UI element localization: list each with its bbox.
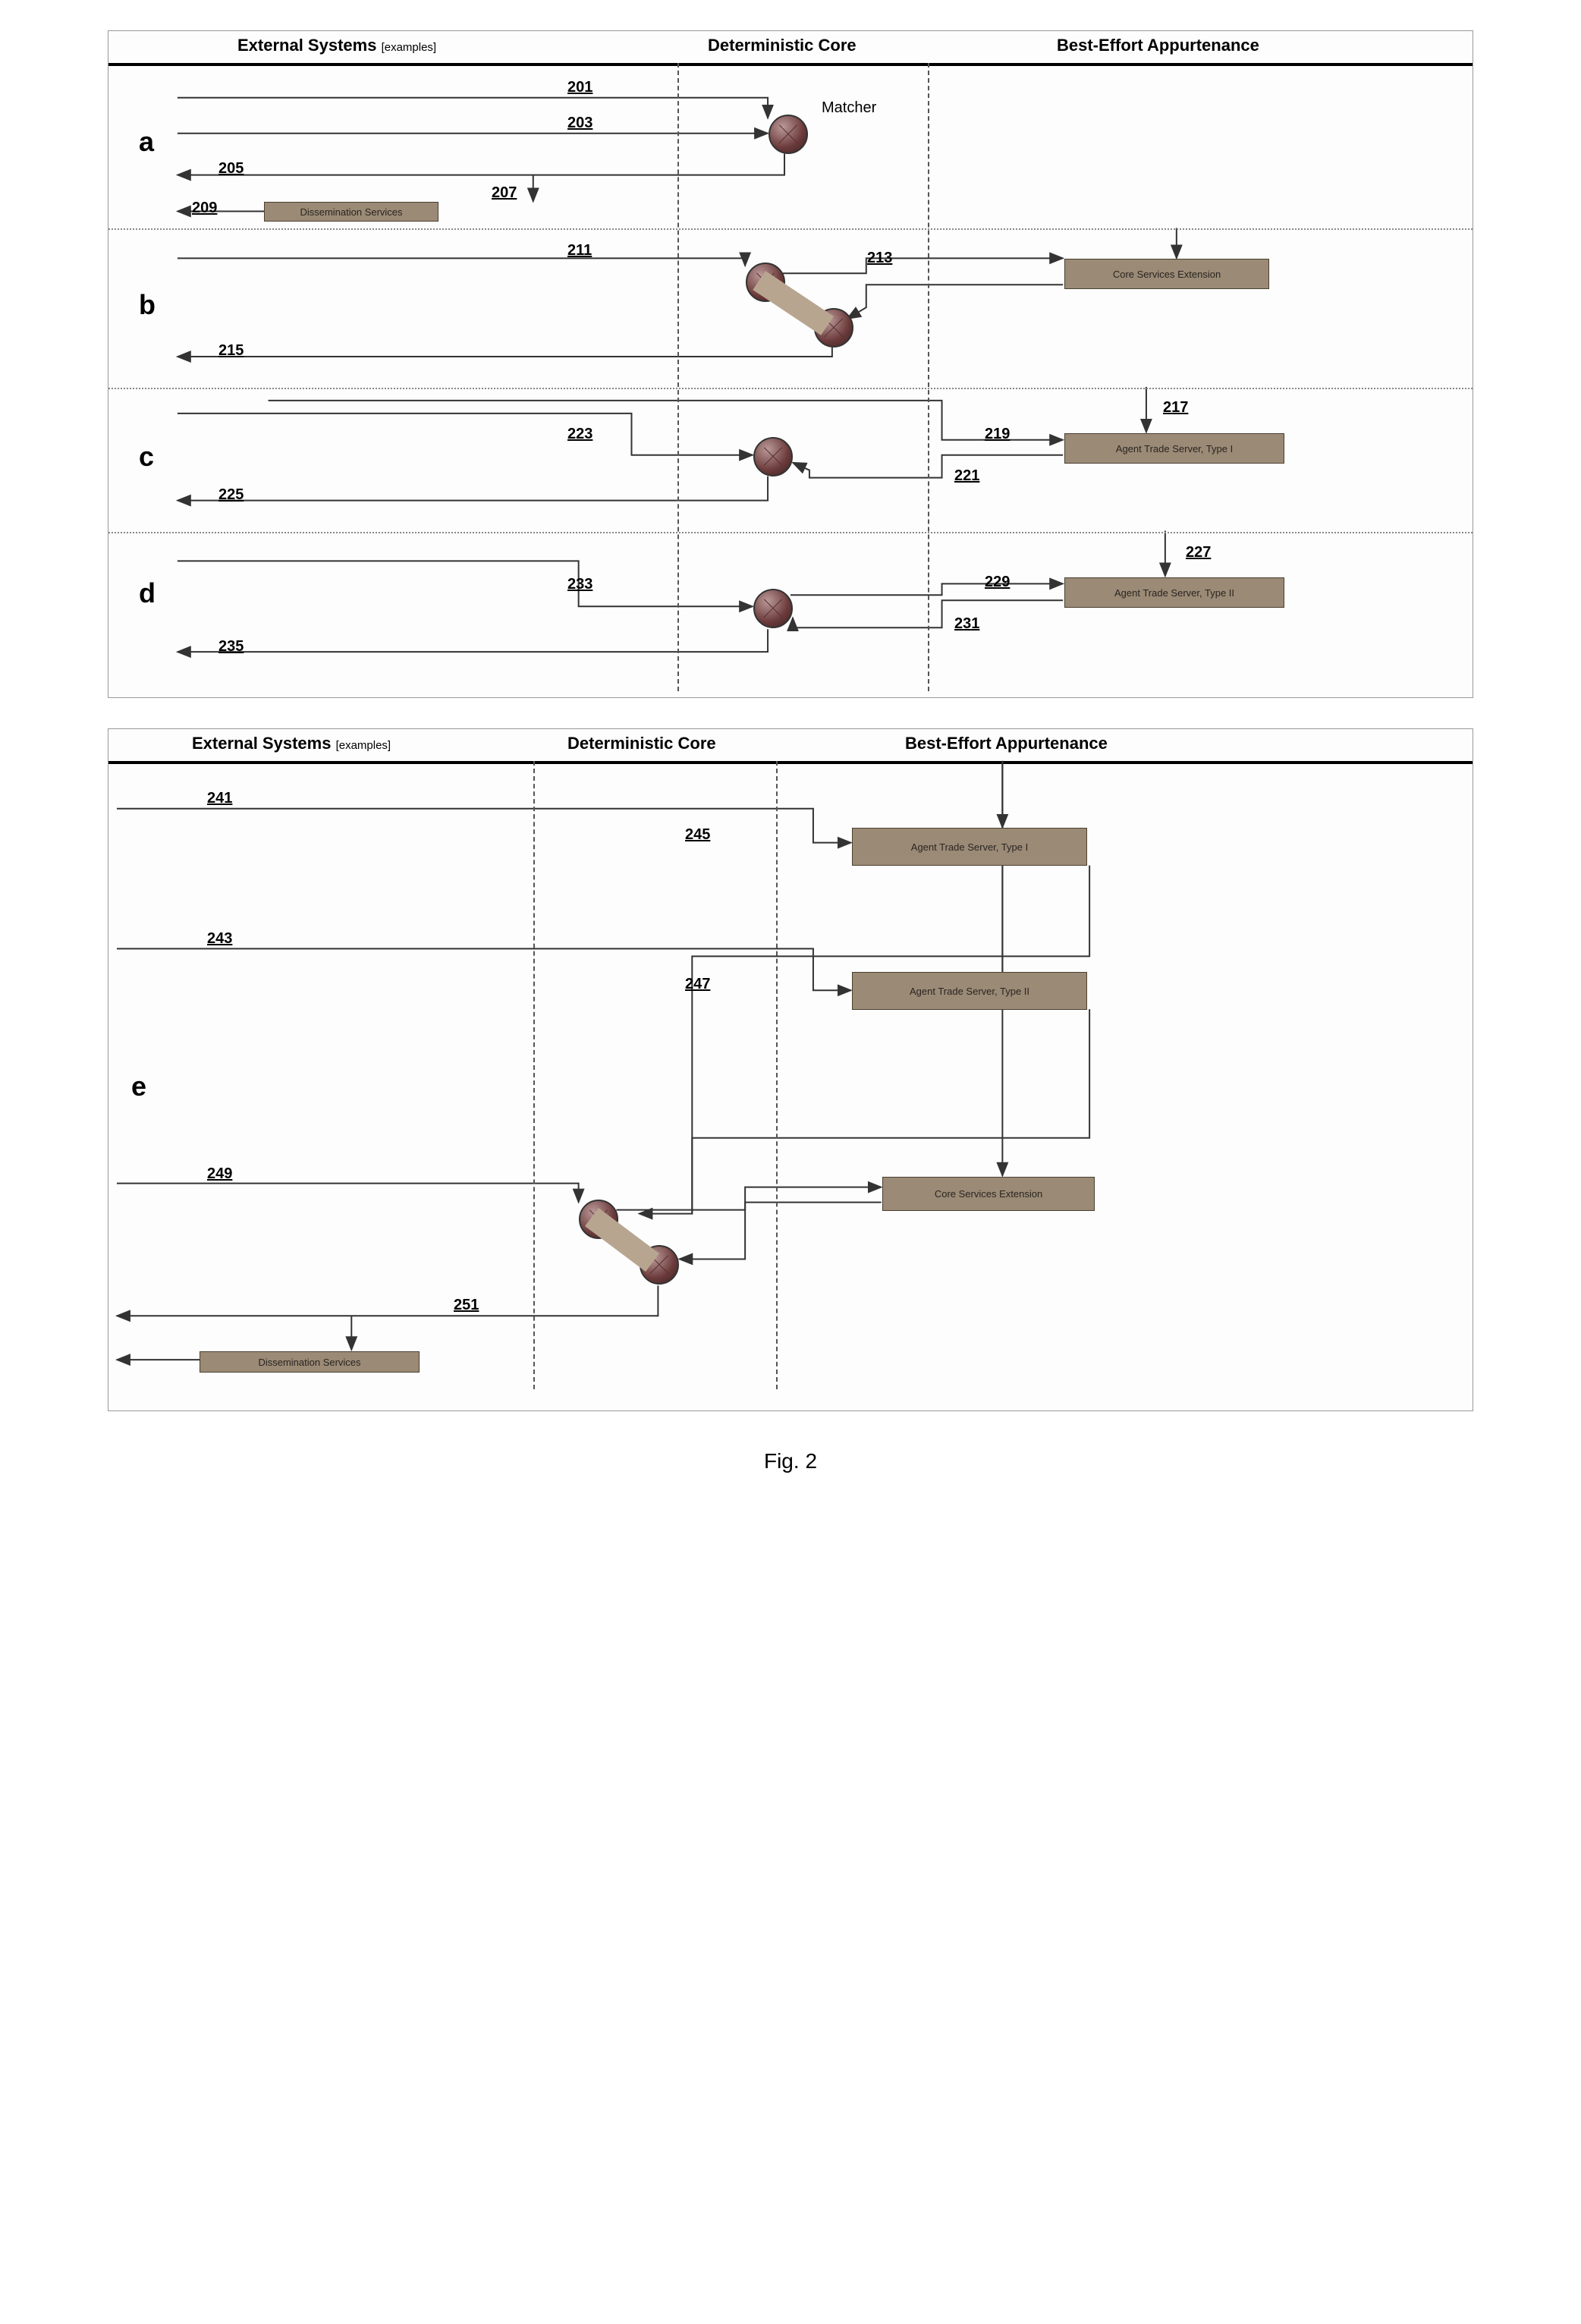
col-header-appurt: Best-Effort Appurtenance bbox=[1057, 36, 1259, 55]
box-e-cse: Core Services Extension bbox=[882, 1177, 1095, 1211]
row-label-e: e bbox=[131, 1071, 146, 1102]
ref-247: 247 bbox=[685, 976, 710, 993]
ref-213: 213 bbox=[867, 250, 892, 267]
col-header-external-b-text: External Systems bbox=[192, 734, 331, 753]
box-b-cse: Core Services Extension bbox=[1064, 259, 1269, 289]
section-divider-1 bbox=[108, 388, 1473, 389]
section-divider-0 bbox=[108, 228, 1473, 230]
matcher-c-0 bbox=[753, 437, 793, 476]
band-b bbox=[753, 271, 834, 335]
box-e-diss: Dissemination Services bbox=[200, 1351, 420, 1373]
header-rule-top bbox=[108, 63, 1473, 66]
vline-bot-1 bbox=[776, 761, 778, 1389]
ref-251: 251 bbox=[454, 1297, 479, 1314]
ref-225: 225 bbox=[218, 486, 244, 504]
ref-205: 205 bbox=[218, 160, 244, 178]
col-header-external: External Systems [examples] bbox=[237, 36, 436, 55]
matcher-x-icon bbox=[770, 116, 806, 153]
ref-241: 241 bbox=[207, 790, 232, 807]
box-a-diss: Dissemination Services bbox=[264, 202, 438, 222]
col-header-appurt-text: Best-Effort Appurtenance bbox=[1057, 36, 1259, 55]
col-header-external-text: External Systems bbox=[237, 36, 376, 55]
ref-209: 209 bbox=[192, 200, 217, 217]
col-header-external-b-sub: [examples] bbox=[336, 739, 391, 752]
col-header-appurt-b-text: Best-Effort Appurtenance bbox=[905, 734, 1108, 753]
box-e-ats2: Agent Trade Server, Type II bbox=[852, 972, 1087, 1010]
ref-207: 207 bbox=[492, 184, 517, 202]
ref-243: 243 bbox=[207, 930, 232, 948]
vline-top-0 bbox=[677, 63, 679, 691]
row-label-c: c bbox=[139, 441, 154, 473]
matcher-x-icon bbox=[755, 590, 791, 627]
box-c-ats1: Agent Trade Server, Type I bbox=[1064, 433, 1284, 464]
ref-223: 223 bbox=[567, 426, 592, 443]
row-label-a: a bbox=[139, 126, 154, 158]
ref-249: 249 bbox=[207, 1165, 232, 1183]
col-header-core-b-text: Deterministic Core bbox=[567, 734, 716, 753]
col-header-appurt-b: Best-Effort Appurtenance bbox=[905, 734, 1108, 753]
matcher-x-icon bbox=[755, 439, 791, 475]
ref-201: 201 bbox=[567, 79, 592, 96]
ref-215: 215 bbox=[218, 342, 244, 360]
ref-229: 229 bbox=[985, 574, 1010, 591]
col-header-core: Deterministic Core bbox=[708, 36, 857, 55]
header-rule-bottom bbox=[108, 761, 1473, 764]
section-divider-2 bbox=[108, 532, 1473, 533]
figure-caption: Fig. 2 bbox=[108, 1449, 1473, 1473]
band-e bbox=[585, 1208, 659, 1272]
svg-overlay-bottom bbox=[108, 729, 1473, 1410]
ref-233: 233 bbox=[567, 576, 592, 593]
col-header-external-b: External Systems [examples] bbox=[192, 734, 391, 753]
ref-231: 231 bbox=[954, 615, 979, 633]
panel-bottom: External Systems [examples] Deterministi… bbox=[108, 728, 1473, 1411]
row-label-d: d bbox=[139, 577, 156, 609]
row-label-b: b bbox=[139, 289, 156, 321]
ref-221: 221 bbox=[954, 467, 979, 485]
vline-top-1 bbox=[928, 63, 929, 691]
ref-235: 235 bbox=[218, 638, 244, 656]
col-header-core-b: Deterministic Core bbox=[567, 734, 716, 753]
box-e-ats1: Agent Trade Server, Type I bbox=[852, 828, 1087, 866]
ref-203: 203 bbox=[567, 115, 592, 132]
ref-245: 245 bbox=[685, 826, 710, 844]
ref-227: 227 bbox=[1186, 544, 1211, 561]
vline-bot-0 bbox=[533, 761, 535, 1389]
matcher-label: Matcher bbox=[822, 99, 876, 117]
matcher-d-0 bbox=[753, 589, 793, 628]
col-header-external-sub: [examples] bbox=[382, 41, 437, 54]
col-header-core-text: Deterministic Core bbox=[708, 36, 857, 55]
box-d-ats2: Agent Trade Server, Type II bbox=[1064, 577, 1284, 608]
figure-container: External Systems [examples] Deterministi… bbox=[108, 30, 1473, 1473]
matcher-a-0 bbox=[768, 115, 808, 154]
panel-top: External Systems [examples] Deterministi… bbox=[108, 30, 1473, 698]
ref-217: 217 bbox=[1163, 399, 1188, 417]
ref-219: 219 bbox=[985, 426, 1010, 443]
ref-211: 211 bbox=[567, 242, 592, 259]
